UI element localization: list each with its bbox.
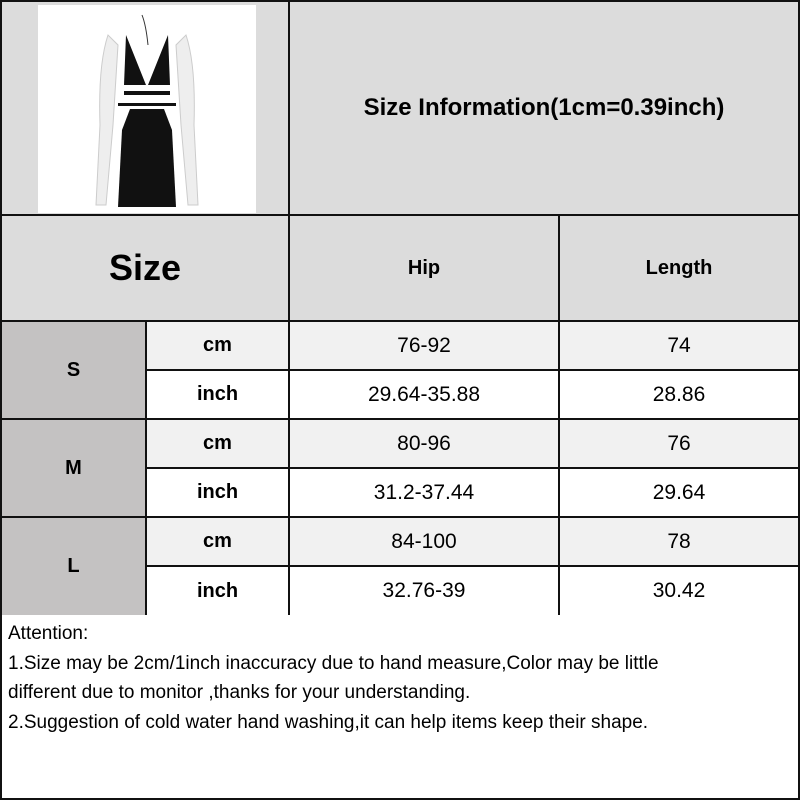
hip-cell: 32.76-39	[288, 565, 560, 617]
unit-cell: inch	[145, 467, 290, 518]
length-header: Length	[558, 214, 800, 322]
size-info-title: Size Information(1cm=0.39inch)	[288, 0, 800, 216]
size-label-s: S	[0, 320, 147, 420]
length-cell: 78	[558, 516, 800, 567]
product-image	[38, 5, 256, 213]
length-cell: 74	[558, 320, 800, 371]
size-label-l: L	[0, 516, 147, 617]
length-cell: 30.42	[558, 565, 800, 617]
unit-cell: inch	[145, 565, 290, 617]
size-label-m: M	[0, 418, 147, 518]
unit-cell: cm	[145, 320, 290, 371]
length-cell: 29.64	[558, 467, 800, 518]
product-image-cell	[0, 0, 290, 216]
unit-cell: inch	[145, 369, 290, 420]
attention-notes: Attention: 1.Size may be 2cm/1inch inacc…	[0, 615, 800, 800]
length-cell: 28.86	[558, 369, 800, 420]
unit-cell: cm	[145, 418, 290, 469]
size-header: Size	[0, 214, 290, 322]
hip-cell: 31.2-37.44	[288, 467, 560, 518]
note-line: 2.Suggestion of cold water hand washing,…	[8, 711, 649, 733]
unit-cell: cm	[145, 516, 290, 567]
notes-heading: Attention:	[8, 623, 89, 644]
hip-cell: 76-92	[288, 320, 560, 371]
hip-cell: 29.64-35.88	[288, 369, 560, 420]
note-line: different due to monitor ,thanks for you…	[8, 682, 471, 703]
length-cell: 76	[558, 418, 800, 469]
hip-cell: 80-96	[288, 418, 560, 469]
note-line: 1.Size may be 2cm/1inch inaccuracy due t…	[8, 652, 659, 674]
hip-header: Hip	[288, 214, 560, 322]
hip-cell: 84-100	[288, 516, 560, 567]
